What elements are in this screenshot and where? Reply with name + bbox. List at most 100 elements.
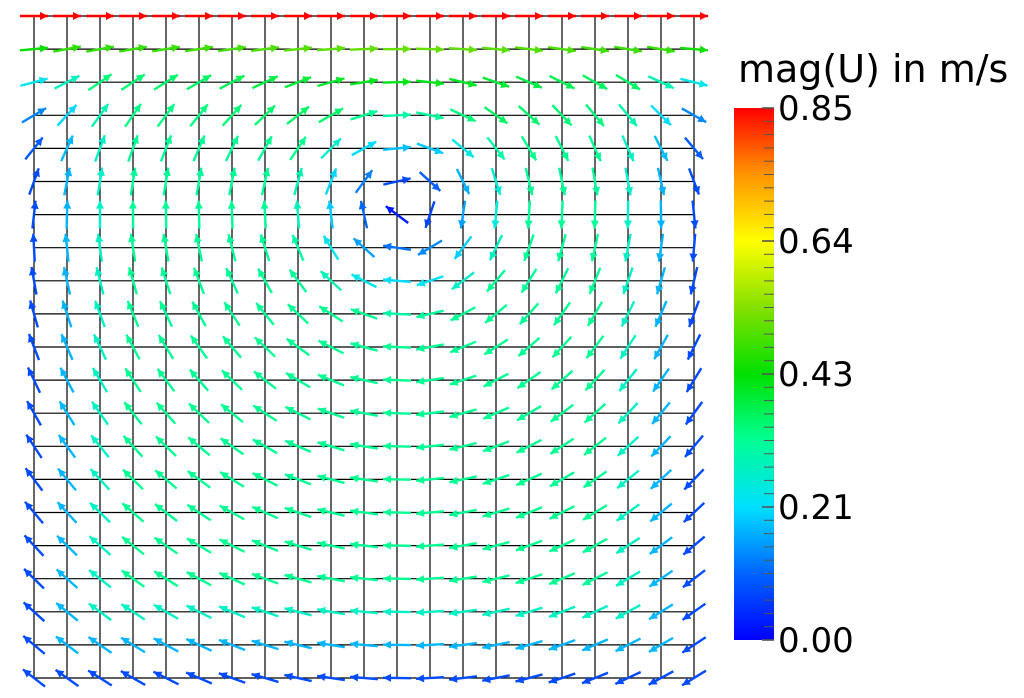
velocity-arrow <box>120 73 146 91</box>
velocity-arrow <box>188 368 210 392</box>
velocity-arrow <box>350 308 378 320</box>
velocity-arrow <box>558 167 568 196</box>
velocity-arrow <box>683 468 705 491</box>
velocity-arrow <box>617 402 639 425</box>
velocity-arrow <box>55 568 79 589</box>
velocity-arrow <box>120 603 146 621</box>
velocity-arrow <box>382 375 412 384</box>
velocity-arrow <box>415 409 445 418</box>
velocity-arrow <box>22 601 46 623</box>
velocity-arrow <box>554 135 570 162</box>
velocity-arrow <box>581 604 609 619</box>
velocity-arrow <box>623 200 632 229</box>
velocity-arrow <box>127 134 139 162</box>
velocity-arrow <box>590 200 599 229</box>
velocity-arrow <box>647 12 675 20</box>
velocity-arrow <box>548 12 576 20</box>
velocity-arrow <box>349 507 379 516</box>
velocity-arrow <box>349 673 379 682</box>
velocity-arrow <box>585 103 605 127</box>
velocity-arrow <box>448 641 478 650</box>
velocity-arrow <box>187 436 211 457</box>
velocity-arrow <box>62 233 71 262</box>
velocity-arrow <box>284 672 312 683</box>
velocity-arrow <box>613 45 643 54</box>
velocity-arrow <box>255 302 275 326</box>
velocity-arrow <box>653 334 669 360</box>
velocity-arrow <box>582 537 608 554</box>
velocity-arrow <box>317 540 345 550</box>
velocity-arrow <box>684 136 704 160</box>
velocity-arrow <box>284 405 312 421</box>
velocity-arrow <box>549 471 575 488</box>
velocity-arrow <box>284 540 312 551</box>
velocity-arrow <box>352 237 376 258</box>
velocity-arrow <box>286 105 310 125</box>
velocity-arrow <box>516 405 542 422</box>
velocity-arrow <box>482 12 510 20</box>
velocity-arrow <box>382 409 412 418</box>
velocity-arrow <box>154 469 178 490</box>
velocity-arrow <box>21 107 47 124</box>
velocity-arrow <box>260 167 271 196</box>
velocity-arrow <box>648 670 674 686</box>
velocity-arrow <box>680 77 708 88</box>
velocity-arrow <box>155 435 177 457</box>
velocity-arrow <box>89 501 111 524</box>
velocity-arrow <box>582 504 608 521</box>
velocity-arrow <box>219 504 245 521</box>
velocity-arrow <box>517 105 541 126</box>
velocity-arrow <box>92 333 108 361</box>
velocity-arrow <box>284 12 312 20</box>
velocity-arrow <box>581 671 609 685</box>
velocity-arrow <box>349 474 379 483</box>
velocity-arrow <box>317 474 345 485</box>
velocity-arrow <box>415 442 445 451</box>
velocity-arrow <box>285 337 311 357</box>
velocity-arrow <box>254 336 276 358</box>
velocity-arrow <box>125 334 141 360</box>
velocity-arrow <box>548 74 576 90</box>
velocity-arrow <box>53 44 81 53</box>
velocity-arrow <box>218 12 246 20</box>
velocity-arrow <box>122 435 144 458</box>
velocity-arrow <box>550 403 574 423</box>
velocity-arrow <box>547 45 577 54</box>
velocity-arrow <box>656 167 667 196</box>
velocity-arrow <box>687 167 701 196</box>
velocity-arrow <box>91 401 109 426</box>
velocity-arrow <box>324 168 338 195</box>
velocity-arrow <box>581 12 609 20</box>
velocity-arrow <box>161 200 170 229</box>
velocity-arrow <box>490 167 502 196</box>
velocity-arrow <box>449 12 477 20</box>
velocity-arrow <box>591 167 601 196</box>
velocity-arrow <box>451 138 475 159</box>
velocity-arrow <box>24 136 44 161</box>
velocity-arrow <box>515 506 543 519</box>
velocity-arrow <box>30 200 39 229</box>
velocity-arrow <box>515 472 543 487</box>
velocity-arrow <box>57 467 77 491</box>
velocity-arrow <box>25 433 43 459</box>
velocity-arrows <box>19 12 709 688</box>
velocity-arrow <box>317 12 345 20</box>
velocity-arrow <box>415 608 445 617</box>
velocity-arrow <box>551 335 573 359</box>
velocity-arrow <box>186 74 212 91</box>
velocity-arrow <box>121 502 145 523</box>
velocity-arrow <box>449 408 477 419</box>
velocity-arrow <box>482 440 510 453</box>
velocity-arrow <box>581 571 609 587</box>
velocity-arrow <box>481 45 511 54</box>
velocity-arrow <box>153 637 179 653</box>
velocity-arrow <box>154 503 178 522</box>
velocity-arrow <box>121 535 145 556</box>
velocity-arrow <box>548 672 576 684</box>
velocity-arrow <box>646 45 676 55</box>
velocity-arrow <box>514 45 544 54</box>
velocity-arrow <box>251 75 279 90</box>
velocity-arrow <box>317 76 345 88</box>
velocity-arrow <box>515 673 543 684</box>
velocity-arrow <box>624 167 633 196</box>
